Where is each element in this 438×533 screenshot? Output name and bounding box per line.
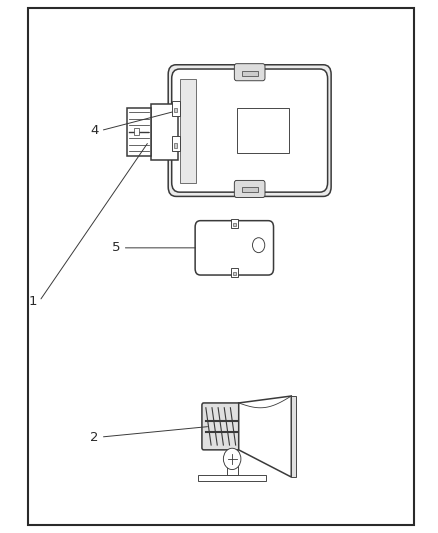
Bar (227, 458, 238, 475)
Bar (242, 187, 258, 192)
FancyBboxPatch shape (172, 69, 328, 192)
Bar (291, 396, 296, 477)
Bar (174, 143, 177, 148)
Bar (127, 108, 151, 156)
Text: 1: 1 (29, 295, 37, 308)
FancyBboxPatch shape (234, 63, 265, 80)
Bar (180, 78, 196, 182)
Bar (231, 268, 238, 277)
Polygon shape (239, 396, 291, 477)
Bar (134, 128, 139, 135)
Bar (174, 108, 177, 112)
Circle shape (252, 238, 265, 253)
Text: 4: 4 (90, 124, 99, 137)
Bar (28, 8, 414, 525)
Bar (172, 136, 180, 151)
Circle shape (223, 448, 241, 470)
Bar (151, 104, 178, 160)
Bar (172, 101, 180, 116)
Text: 2: 2 (90, 431, 99, 443)
Bar (233, 223, 236, 226)
Bar (237, 108, 289, 154)
Text: 5: 5 (112, 241, 120, 254)
Bar (233, 272, 236, 275)
FancyBboxPatch shape (168, 65, 331, 197)
Bar (198, 475, 266, 481)
Bar (231, 219, 238, 228)
FancyBboxPatch shape (234, 180, 265, 198)
FancyBboxPatch shape (195, 221, 273, 275)
FancyBboxPatch shape (202, 403, 240, 450)
Bar (242, 70, 258, 76)
